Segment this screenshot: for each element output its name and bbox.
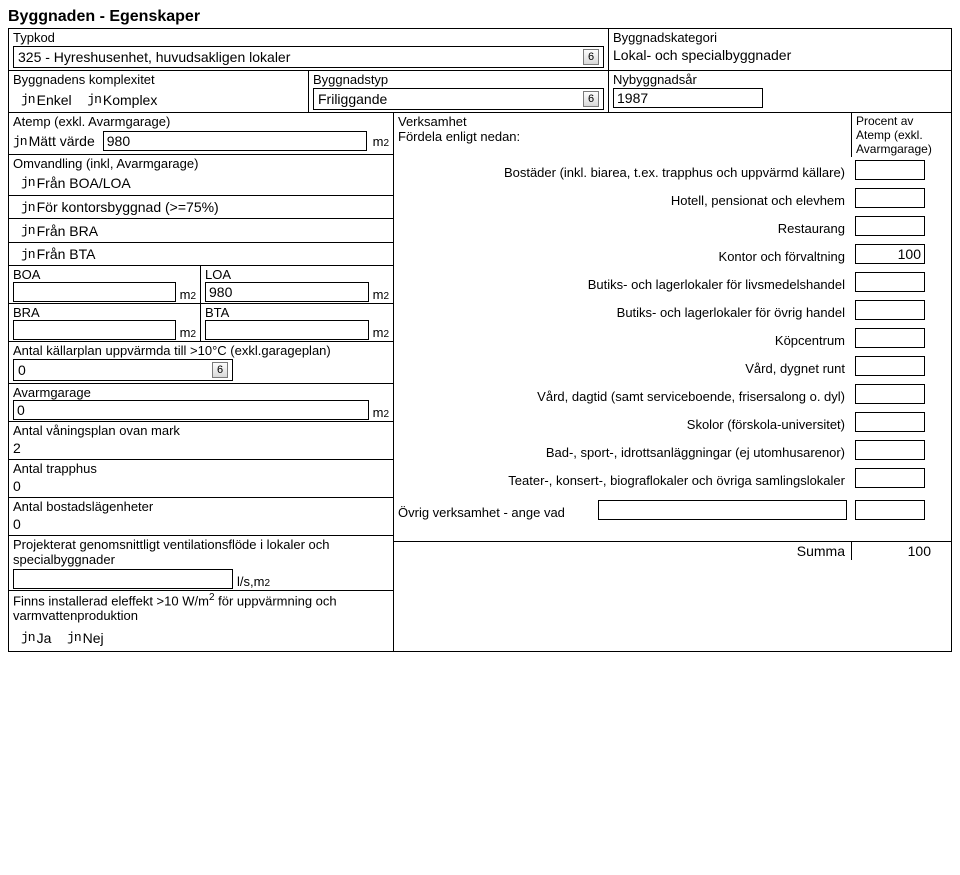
bta-label: BTA [205,305,389,320]
v-butik-ovrig-input[interactable] [855,300,925,320]
trapphus-value: 0 [13,476,389,496]
atemp-unit: m2 [371,134,389,149]
v-ovrig-text[interactable] [598,500,847,520]
kategori-label: Byggnadskategori [613,30,947,45]
v-vard-dagtid-input[interactable] [855,384,925,404]
v-butik-livs: Butiks- och lagerlokaler för livsmedelsh… [394,265,851,293]
radio-fran-bta[interactable]: jnFrån BTA [21,246,95,262]
loa-input[interactable]: 980 [205,282,369,302]
radio-fran-bra[interactable]: jnFrån BRA [21,223,98,239]
kallarplan-label: Antal källarplan uppvärmda till >10°C (e… [13,343,389,358]
avarmgarage-label: Avarmgarage [13,385,389,400]
boa-input[interactable] [13,282,176,302]
typkod-value: 325 - Hyreshusenhet, huvudsakligen lokal… [18,49,290,65]
atemp-input[interactable]: 980 [103,131,367,151]
avarmgarage-input[interactable]: 0 [13,400,369,420]
v-butik-ovrig: Butiks- och lagerlokaler för övrig hande… [394,293,851,321]
v-skolor-input[interactable] [855,412,925,432]
radio-matt[interactable]: jnMätt värde [13,133,95,149]
v-vard-dygnet: Vård, dygnet runt [394,349,851,377]
page-title: Byggnaden - Egenskaper [8,8,952,26]
v-restaurang-input[interactable] [855,216,925,236]
kallarplan-dropdown-icon[interactable]: 6 [212,362,228,378]
v-kopcentrum-input[interactable] [855,328,925,348]
bta-input[interactable] [205,320,369,340]
summa-value: 100 [851,542,951,560]
radio-enkel[interactable]: jnEnkel [21,92,72,108]
typkod-dropdown-icon[interactable]: 6 [583,49,599,65]
v-ovrig-input[interactable] [855,500,925,520]
v-teater-input[interactable] [855,468,925,488]
v-bostader-input[interactable] [855,160,925,180]
v-bostader: Bostäder (inkl. biarea, t.ex. trapphus o… [394,157,851,181]
komplexitet-label: Byggnadens komplexitet [13,72,304,87]
v-butik-livs-input[interactable] [855,272,925,292]
v-vard-dygnet-input[interactable] [855,356,925,376]
atemp-label: Atemp (exkl. Avarmgarage) [13,114,389,129]
v-bad: Bad-, sport-, idrottsanläggningar (ej ut… [394,433,851,461]
vaningsplan-label: Antal våningsplan ovan mark [13,423,389,438]
v-kontor-input[interactable]: 100 [855,244,925,264]
typkod-label: Typkod [13,30,604,45]
v-vard-dagtid: Vård, dagtid (samt serviceboende, friser… [394,377,851,405]
bra-label: BRA [13,305,196,320]
radio-for-kontor[interactable]: jnFör kontorsbyggnad (>=75%) [21,199,219,215]
nybyggnadsar-input[interactable]: 1987 [613,88,763,108]
byggnadstyp-label: Byggnadstyp [313,72,604,87]
byggnadstyp-select[interactable]: Friliggande 6 [313,88,604,110]
vaningsplan-value: 2 [13,438,389,458]
kategori-value: Lokal- och specialbyggnader [613,45,947,63]
v-ovrig: Övrig verksamhet - ange vad [394,504,594,521]
kallarplan-select[interactable]: 0 6 [13,359,233,381]
summa-label: Summa [394,542,851,560]
v-hotell-input[interactable] [855,188,925,208]
radio-fran-boa-loa[interactable]: jnFrån BOA/LOA [21,175,131,191]
typkod-select[interactable]: 325 - Hyreshusenhet, huvudsakligen lokal… [13,46,604,68]
form-container: Typkod 325 - Hyreshusenhet, huvudsaklige… [8,28,952,652]
byggnadstyp-dropdown-icon[interactable]: 6 [583,91,599,107]
radio-nej[interactable]: jnNej [67,630,104,646]
radio-komplex[interactable]: jnKomplex [87,92,157,108]
bostadslgh-value: 0 [13,514,389,534]
v-hotell: Hotell, pensionat och elevhem [394,181,851,209]
omvandling-label: Omvandling (inkl, Avarmgarage) [13,156,389,171]
v-kopcentrum: Köpcentrum [394,321,851,349]
v-teater: Teater-, konsert-, biograflokaler och öv… [394,461,851,489]
kallarplan-value: 0 [18,362,26,378]
nybyggnadsar-label: Nybyggnadsår [613,72,947,87]
v-restaurang: Restaurang [394,209,851,237]
bra-input[interactable] [13,320,176,340]
bostadslgh-label: Antal bostadslägenheter [13,499,389,514]
boa-label: BOA [13,267,196,282]
byggnadstyp-value: Friliggande [318,91,387,107]
procent-label: Procent av Atemp (exkl. Avarmgarage) [856,114,947,156]
verksamhet-sub: Fördela enligt nedan: [398,129,847,144]
loa-label: LOA [205,267,389,282]
trapphus-label: Antal trapphus [13,461,389,476]
eleffekt-label: Finns installerad eleffekt >10 W/m2 för … [13,592,389,623]
v-bad-input[interactable] [855,440,925,460]
v-kontor: Kontor och förvaltning [394,237,851,265]
radio-ja[interactable]: jnJa [21,630,51,646]
ventflode-input[interactable] [13,569,233,589]
verksamhet-label: Verksamhet [398,114,847,129]
ventflode-label: Projekterat genomsnittligt ventilationsf… [13,537,389,567]
v-skolor: Skolor (förskola-universitet) [394,405,851,433]
